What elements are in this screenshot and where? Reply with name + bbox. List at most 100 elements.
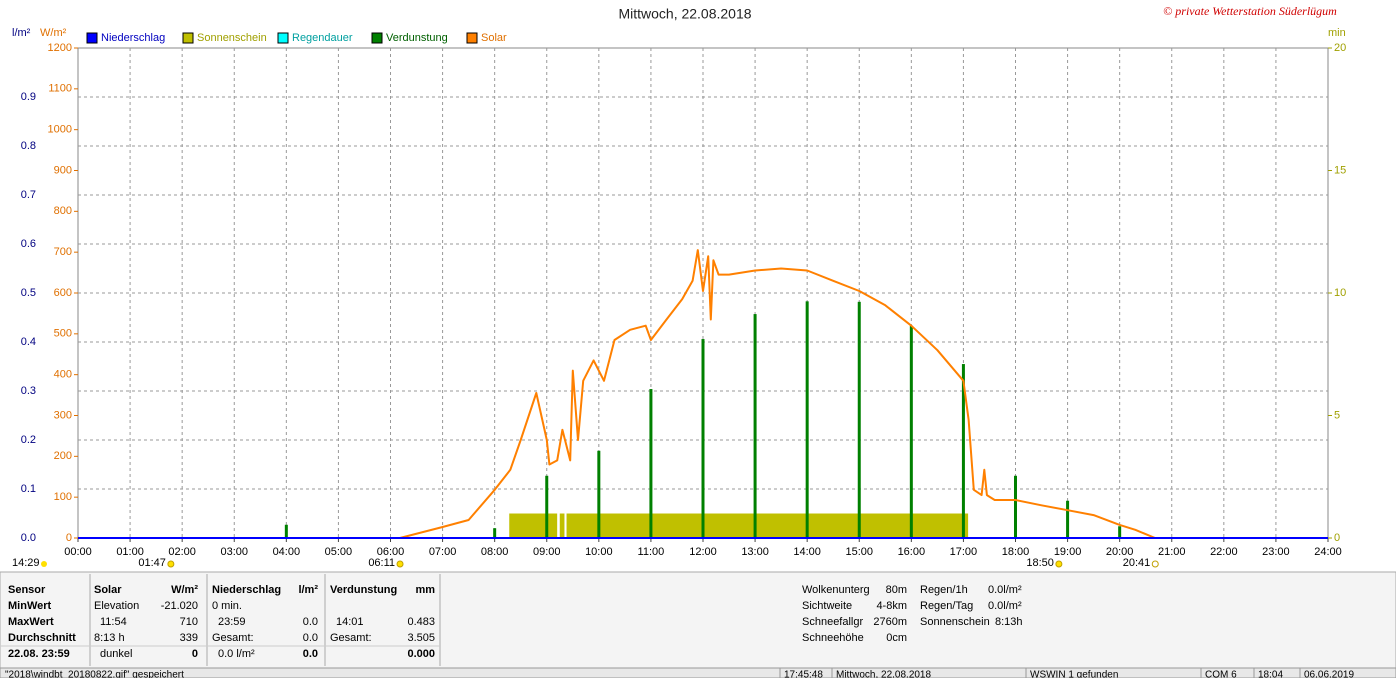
sunshine-block xyxy=(559,513,565,538)
table-cell: MinWert xyxy=(8,600,52,612)
x-tick-label: 13:00 xyxy=(741,546,769,558)
y3-tick-label: 0 xyxy=(1334,532,1340,544)
y2-tick-label: 600 xyxy=(54,287,72,299)
table-cell: W/m² xyxy=(171,584,198,596)
corner-label: 14:29 xyxy=(12,557,40,569)
table-cell: 14:01 xyxy=(336,616,364,628)
x-tick-label: 24:00 xyxy=(1314,546,1342,558)
y2-tick-label: 100 xyxy=(54,491,72,503)
y-tick-label: 0.7 xyxy=(21,189,36,201)
table-cell: 23:59 xyxy=(218,616,246,628)
table-cell: 0.0 xyxy=(303,648,318,660)
table-cell: dunkel xyxy=(100,648,132,660)
table-cell: mm xyxy=(415,584,435,596)
evaporation-bar xyxy=(805,301,809,538)
x-tick-label: 18:00 xyxy=(1002,546,1030,558)
status-text: 17:45:48 xyxy=(784,670,823,678)
y2-tick-label: 0 xyxy=(66,532,72,544)
x-tick-label: 06:00 xyxy=(377,546,405,558)
table-cell: Solar xyxy=(94,584,122,596)
table-cell: Sichtweite xyxy=(802,600,852,612)
annotation-label: 20:41 xyxy=(1123,557,1151,569)
table-cell: 4-8km xyxy=(876,600,907,612)
y-tick-label: 0.0 xyxy=(21,532,36,544)
y2-tick-label: 300 xyxy=(54,409,72,421)
y-tick-label: 0.5 xyxy=(21,287,36,299)
x-tick-label: 07:00 xyxy=(429,546,457,558)
x-tick-label: 12:00 xyxy=(689,546,717,558)
evaporation-bar xyxy=(545,475,549,538)
table-cell: 0.0l/m² xyxy=(988,584,1022,596)
table-cell: 0 min. xyxy=(212,600,242,612)
table-cell: Sensor xyxy=(8,584,46,596)
x-tick-label: 00:00 xyxy=(64,546,92,558)
evaporation-bar xyxy=(701,339,705,538)
status-text: "2018\windbt_20180822.gif" gespeichert xyxy=(5,670,184,678)
y3-tick-label: 5 xyxy=(1334,409,1340,421)
table-cell: 0.0l/m² xyxy=(988,600,1022,612)
annotation-label: 01:47 xyxy=(138,557,166,569)
table-cell: 0.483 xyxy=(407,616,435,628)
y2-tick-label: 700 xyxy=(54,246,72,258)
table-cell: 339 xyxy=(180,632,198,644)
legend-label: Verdunstung xyxy=(386,32,448,44)
y2-tick-label: 800 xyxy=(54,205,72,217)
table-cell: 710 xyxy=(180,616,198,628)
y2-tick-label: 1000 xyxy=(48,124,72,136)
y-axis-title: l/m² xyxy=(12,27,31,39)
series-line xyxy=(399,249,1156,539)
status-text: WSWIN 1 gefunden xyxy=(1030,670,1118,678)
evaporation-bar xyxy=(284,524,288,538)
credit: © private Wetterstation Süderlügum xyxy=(1163,4,1337,18)
table-cell: 8:13 h xyxy=(94,632,125,644)
legend-swatch xyxy=(182,32,194,44)
x-tick-label: 23:00 xyxy=(1262,546,1290,558)
x-tick-label: 21:00 xyxy=(1158,546,1186,558)
y2-tick-label: 400 xyxy=(54,369,72,381)
table-cell: Verdunstung xyxy=(330,584,397,596)
table-cell: 11:54 xyxy=(100,616,127,628)
x-tick-label: 14:00 xyxy=(793,546,821,558)
table-cell: 3.505 xyxy=(407,632,435,644)
x-tick-label: 01:00 xyxy=(116,546,144,558)
table-cell: 0.0 xyxy=(303,616,318,628)
annotation-marker xyxy=(396,560,404,568)
legend-label: Niederschlag xyxy=(101,32,165,44)
x-tick-label: 05:00 xyxy=(325,546,353,558)
evaporation-bar xyxy=(1014,475,1017,538)
legend-swatch xyxy=(86,32,98,44)
y2-tick-label: 200 xyxy=(54,450,72,462)
x-tick-label: 16:00 xyxy=(898,546,926,558)
table-cell: Wolkenunterg xyxy=(802,584,870,596)
y2-tick-label: 1200 xyxy=(48,42,72,54)
table-cell: 0.000 xyxy=(407,648,435,660)
status-bar xyxy=(0,667,1396,678)
status-text: Mittwoch, 22.08.2018 xyxy=(836,670,931,678)
table-cell: Gesamt: xyxy=(330,632,372,644)
evaporation-bar xyxy=(961,364,965,538)
y-tick-label: 0.4 xyxy=(21,336,36,348)
evaporation-bar xyxy=(909,325,913,538)
table-cell: 8:13h xyxy=(995,616,1023,628)
annotation-marker xyxy=(1151,560,1159,568)
sunshine-block xyxy=(566,513,969,538)
y2-tick-label: 1100 xyxy=(48,83,72,95)
y3-tick-label: 10 xyxy=(1334,287,1346,299)
summary-panel xyxy=(0,571,1396,669)
evaporation-bar xyxy=(857,301,861,538)
x-tick-label: 03:00 xyxy=(220,546,248,558)
table-cell: Gesamt: xyxy=(212,632,254,644)
annotation-label: 18:50 xyxy=(1026,557,1054,569)
table-cell: 0.0 xyxy=(303,632,318,644)
x-tick-label: 22:00 xyxy=(1210,546,1238,558)
y-tick-label: 0.6 xyxy=(21,238,36,250)
table-cell: Schneefallgr xyxy=(802,616,863,628)
table-cell: Regen/Tag xyxy=(920,600,973,612)
annotation-label: 06:11 xyxy=(368,557,395,569)
evaporation-bar xyxy=(649,389,653,538)
y-tick-label: 0.8 xyxy=(21,140,36,152)
legend-label: Solar xyxy=(481,32,507,44)
sunshine-block xyxy=(509,513,558,538)
table-cell: 0.0 l/m² xyxy=(218,648,255,660)
